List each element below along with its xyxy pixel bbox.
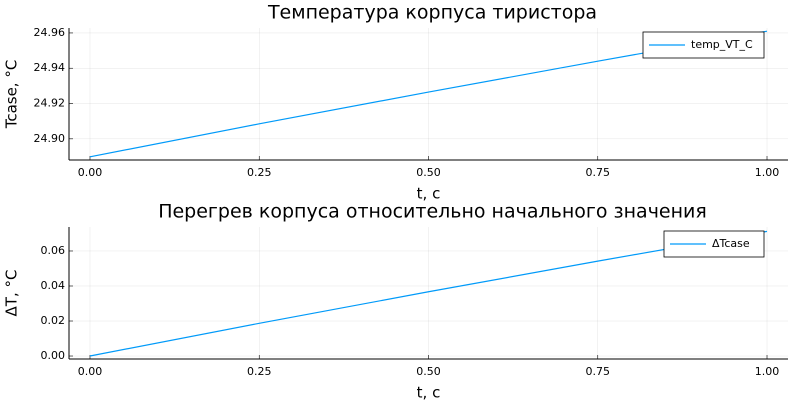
legend-label: temp_VT_C bbox=[691, 38, 753, 51]
y-tick-label: 0.02 bbox=[41, 314, 66, 327]
x-tick-label: 0.00 bbox=[78, 166, 103, 179]
x-axis-label: t, c bbox=[417, 185, 441, 203]
x-tick-label: 1.00 bbox=[755, 365, 780, 378]
x-tick-label: 0.75 bbox=[586, 166, 611, 179]
x-tick-label: 0.75 bbox=[586, 365, 611, 378]
x-tick-label: 1.00 bbox=[755, 166, 780, 179]
line-series bbox=[89, 230, 768, 357]
y-tick-label: 24.92 bbox=[34, 97, 66, 110]
y-axis-label: ΔT, °C bbox=[3, 270, 21, 317]
x-tick-label: 0.25 bbox=[247, 166, 272, 179]
chart-title: Температура корпуса тиристора bbox=[267, 2, 597, 24]
y-axis-label: Tcase, °C bbox=[3, 60, 21, 130]
legend-label: ΔTcase bbox=[712, 237, 750, 250]
y-tick-label: 0.06 bbox=[41, 244, 66, 257]
y-tick-label: 0.04 bbox=[41, 279, 66, 292]
x-tick-label: 0.00 bbox=[78, 365, 103, 378]
x-tick-label: 0.50 bbox=[416, 365, 441, 378]
x-tick-label: 0.50 bbox=[416, 166, 441, 179]
chart-title: Перегрев корпуса относительно начального… bbox=[158, 201, 707, 223]
x-axis-label: t, c bbox=[417, 384, 441, 400]
y-tick-label: 24.90 bbox=[34, 132, 66, 145]
x-tick-label: 0.25 bbox=[247, 365, 272, 378]
y-tick-label: 24.94 bbox=[34, 61, 66, 74]
y-tick-label: 0.00 bbox=[41, 349, 66, 362]
y-tick-label: 24.96 bbox=[34, 26, 66, 39]
